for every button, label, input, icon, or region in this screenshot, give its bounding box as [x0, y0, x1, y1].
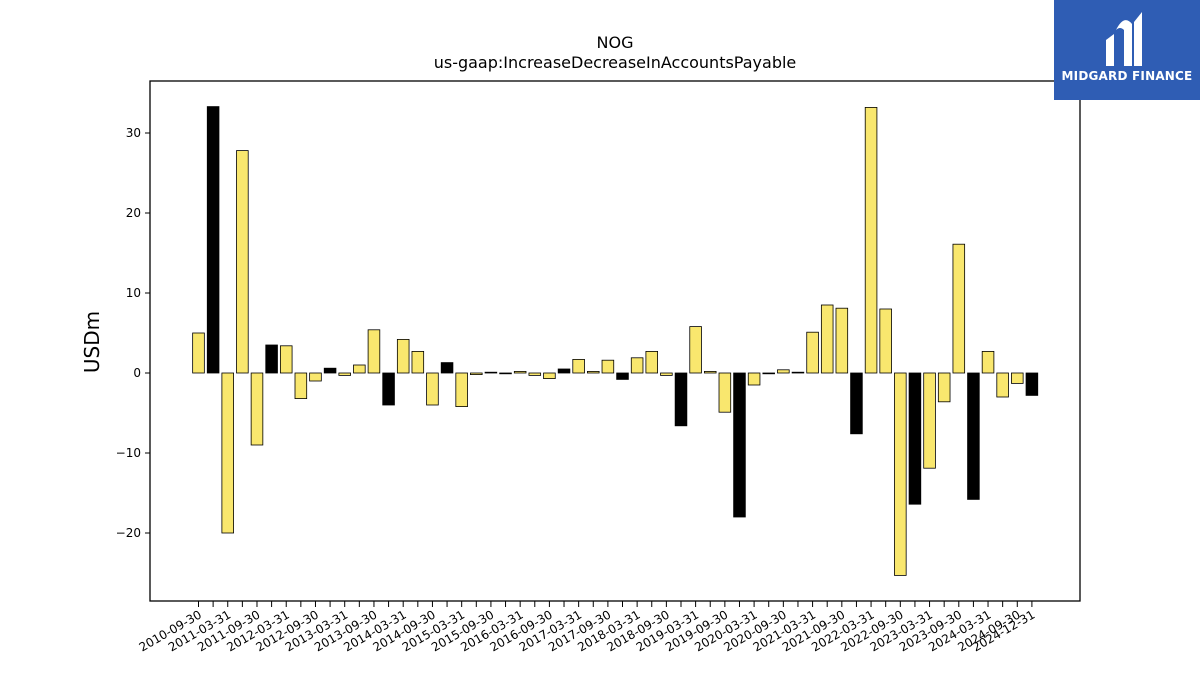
bar-2018-03-31 [630, 357, 644, 374]
bar-2023-03-31 [923, 372, 936, 469]
bar-2015-03-31 [455, 372, 468, 407]
y-tick-label: 10 [126, 286, 141, 300]
y-axis-label: USDm [80, 311, 104, 373]
midgard-finance-logo: MIDGARD FINANCE [1054, 0, 1200, 100]
bar-2014-12-31 [440, 362, 454, 374]
y-tick-label: 0 [133, 366, 141, 380]
bar-2015-06-30 [470, 372, 483, 376]
bar-2017-03-31 [572, 358, 585, 374]
y-ticks-group: −20 −10 0 10 20 30 [116, 126, 150, 540]
bar-2013-03-31 [338, 372, 351, 376]
bars-group [192, 106, 1039, 576]
midgard-logo-icon [1106, 12, 1142, 66]
bar-2021-06-30 [820, 304, 834, 374]
bar-2015-09-30 [484, 371, 498, 374]
bar-2016-09-30 [543, 372, 556, 379]
bar-2020-09-30 [777, 369, 790, 374]
chart-subtitle: us-gaap:IncreaseDecreaseInAccountsPayabl… [434, 53, 797, 72]
bar-2012-03-31 [279, 345, 293, 374]
bar-2024-06-30 [996, 372, 1009, 398]
bar-2024-09-30 [1011, 372, 1024, 384]
logo-text: MIDGARD FINANCE [1061, 69, 1193, 83]
plot-frame [149, 80, 1081, 602]
bar-2014-03-31 [396, 338, 410, 374]
bar-2014-06-30 [411, 350, 425, 374]
bar-2011-12-31 [265, 344, 278, 374]
bar-2010-12-31 [206, 106, 220, 374]
y-tick-label: −10 [116, 446, 141, 460]
bar-2015-12-31 [499, 372, 512, 375]
bar-2018-09-30 [660, 372, 673, 376]
bar-2011-06-30 [236, 150, 249, 374]
bar-2021-12-31 [850, 372, 863, 435]
bar-2017-09-30 [601, 359, 615, 374]
bar-2011-03-31 [221, 372, 234, 534]
bar-2019-03-31 [689, 326, 702, 374]
bar-2018-06-30 [645, 350, 659, 374]
bar-2014-09-30 [426, 372, 439, 406]
bar-2023-09-30 [952, 243, 966, 374]
bar-2021-03-31 [806, 331, 819, 374]
bar-2024-12-31 [1025, 372, 1039, 396]
bar-2020-12-31 [791, 371, 805, 374]
bar-2011-09-30 [250, 372, 264, 446]
bar-2017-06-30 [587, 370, 600, 374]
bar-2013-06-30 [353, 364, 366, 374]
bar-2023-12-31 [967, 372, 980, 500]
bar-2016-06-30 [528, 372, 542, 376]
bar-2016-03-31 [513, 370, 527, 374]
bar-2023-06-30 [937, 372, 951, 403]
x-ticks-group: 2010-09-302011-03-312011-09-302012-03-31… [137, 601, 1037, 654]
bar-2018-12-31 [674, 372, 688, 427]
chart-title: NOG [597, 33, 634, 52]
bar-2010-09-30 [192, 332, 205, 374]
bar-2020-06-30 [762, 372, 775, 375]
bar-2022-06-30 [879, 308, 892, 374]
bar-2012-09-30 [309, 372, 322, 382]
bar-2016-12-31 [557, 368, 571, 374]
y-tick-label: 20 [126, 206, 141, 220]
bar-2012-12-31 [323, 367, 337, 374]
bar-2012-06-30 [294, 372, 308, 400]
bar-2020-03-31 [747, 372, 761, 386]
bar-2019-09-30 [718, 372, 732, 413]
bar-2022-12-31 [908, 372, 922, 505]
bar-2021-09-30 [835, 307, 849, 374]
bar-2022-03-31 [864, 107, 878, 374]
y-tick-label: 30 [126, 126, 141, 140]
bar-2022-09-30 [894, 372, 907, 576]
bar-2017-12-31 [616, 372, 629, 380]
y-tick-label: −20 [116, 526, 141, 540]
bar-2019-12-31 [733, 372, 746, 518]
bar-2019-06-30 [703, 370, 717, 374]
bar-2013-12-31 [382, 372, 395, 406]
bar-2024-03-31 [981, 350, 995, 374]
bar-2013-09-30 [367, 329, 381, 374]
